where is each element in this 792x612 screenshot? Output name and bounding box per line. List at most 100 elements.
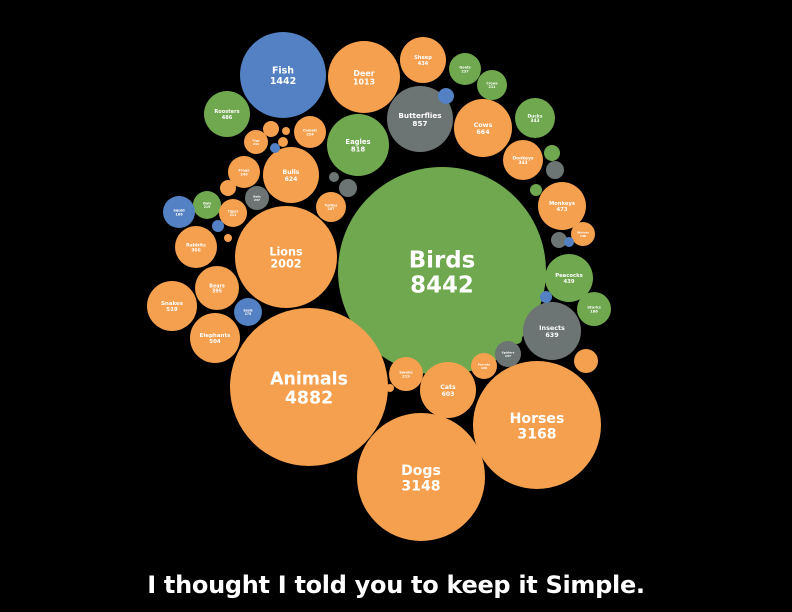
- bubble-unlabeled-48: [546, 161, 564, 179]
- bubble-value: 240: [240, 172, 248, 176]
- bubble-label: Cats: [440, 384, 456, 391]
- bubble-turtles: [316, 192, 346, 222]
- bubble-label: Roosters: [214, 109, 239, 115]
- bubble-crows: [477, 70, 507, 100]
- bubble-unlabeled-54: [540, 291, 552, 303]
- bubble-label: Bulls: [283, 169, 300, 176]
- bubble-label: Frogs: [239, 168, 250, 172]
- bubble-pigs: [244, 130, 268, 154]
- bubble-goats: [449, 53, 481, 85]
- bubble-unlabeled-55: [544, 145, 560, 161]
- bubble-donkeys: [503, 140, 543, 180]
- bubble-value: 140: [580, 234, 586, 238]
- bubble-label: Snakes: [161, 301, 184, 307]
- bubble-label: Pigs: [252, 139, 259, 143]
- bubble-value: 434: [418, 61, 429, 67]
- bubble-label: Horses: [510, 411, 565, 427]
- bubble-unlabeled-41: [220, 180, 236, 196]
- bubble-label: Sheep: [414, 55, 432, 61]
- bubble-value: 343: [530, 118, 539, 124]
- bubble-value: 157: [505, 354, 511, 358]
- bubble-label: Bats: [253, 195, 261, 199]
- bubble-camels: [294, 116, 326, 148]
- bubble-label: Camels: [303, 128, 317, 132]
- bubble-value: 624: [285, 176, 298, 183]
- bubble-value: 4882: [285, 389, 333, 409]
- bubble-tigers: [219, 199, 247, 227]
- bubble-value: 237: [254, 198, 260, 202]
- bubble-animals: [230, 308, 388, 466]
- bubble-birds: [338, 167, 546, 375]
- bubble-value: 219: [402, 375, 410, 379]
- bubble-value: 219: [204, 205, 210, 209]
- bubble-unlabeled-52: [270, 143, 280, 153]
- bubble-value: 439: [564, 279, 575, 285]
- bubble-value: 486: [222, 115, 233, 121]
- bubble-value: 207: [328, 207, 336, 211]
- bubble-eagles: [327, 114, 389, 176]
- bubble-unlabeled-53: [564, 237, 574, 247]
- bubble-monkeys: [538, 182, 586, 230]
- bubble-swans: [389, 357, 423, 391]
- bubble-fish: [240, 32, 326, 118]
- bubble-value: 211: [489, 85, 497, 89]
- bubble-value: 3148: [401, 478, 440, 494]
- bubble-value: 8442: [410, 273, 474, 299]
- bubble-label: Animals: [270, 369, 348, 389]
- bubble-value: 519: [166, 307, 178, 313]
- bubble-label: Fish: [272, 66, 294, 77]
- bubble-value: 473: [557, 207, 568, 213]
- bubble-owls: [193, 191, 221, 219]
- bubble-unlabeled-50: [329, 172, 339, 182]
- bubble-label: Donkeys: [512, 155, 533, 161]
- bubble-unlabeled-42: [263, 121, 279, 137]
- bubble-elephants: [190, 313, 240, 363]
- bubble-roosters: [204, 91, 250, 137]
- chart-caption: I thought I told you to keep it Simple.: [147, 571, 645, 599]
- bubble-label: Wolves: [577, 231, 589, 235]
- bubble-label: Peacocks: [555, 273, 582, 279]
- bubble-value: 1013: [353, 78, 375, 87]
- bubble-squid: [163, 196, 195, 228]
- bubble-wolves: [571, 222, 595, 246]
- bubble-value: 639: [545, 331, 559, 339]
- bubble-value: 211: [253, 142, 259, 146]
- bubble-value: 211: [230, 213, 236, 217]
- bubble-cows: [454, 99, 512, 157]
- bubble-label: Spiders: [502, 351, 515, 355]
- bubble-value: 175: [245, 312, 251, 316]
- bubble-value: 3168: [517, 426, 556, 442]
- bubble-unlabeled-40: [574, 349, 598, 373]
- bubble-label: Insects: [539, 324, 565, 332]
- bubble-unlabeled-49: [551, 232, 567, 248]
- bubble-unlabeled-47: [339, 179, 357, 197]
- bubble-horses: [473, 361, 601, 489]
- bubble-label: Ducks: [528, 113, 543, 119]
- bubble-label: Cows: [474, 121, 493, 129]
- bubble-value: 237: [461, 69, 469, 73]
- bubble-label: Elephants: [200, 333, 231, 339]
- bubble-frogs: [228, 156, 260, 188]
- bubble-value: 366: [191, 247, 201, 253]
- bubble-value: 186: [590, 310, 598, 314]
- bubble-label: Rabbits: [186, 242, 206, 248]
- bubble-value: 395: [212, 289, 223, 295]
- bubble-label: Squid: [173, 208, 185, 212]
- bubble-snakes: [147, 281, 197, 331]
- bubble-label: Bears: [209, 283, 225, 289]
- bubble-sheep: [400, 37, 446, 83]
- bubble-label: Parrots: [478, 363, 491, 367]
- bubble-label: Crows: [486, 82, 497, 86]
- bubble-label: Deer: [353, 69, 374, 78]
- bubble-value: 254: [306, 132, 314, 136]
- bubble-label: Storks: [587, 305, 601, 309]
- bubble-label: Butterflies: [398, 111, 441, 120]
- bubble-bears: [195, 266, 239, 310]
- bubble-label: Dogs: [401, 463, 441, 479]
- bubble-seals: [234, 298, 262, 326]
- bubble-value: 343: [518, 160, 527, 166]
- bubble-parrots: [471, 353, 497, 379]
- bubble-value: 603: [442, 391, 455, 398]
- bubble-cats: [420, 362, 476, 418]
